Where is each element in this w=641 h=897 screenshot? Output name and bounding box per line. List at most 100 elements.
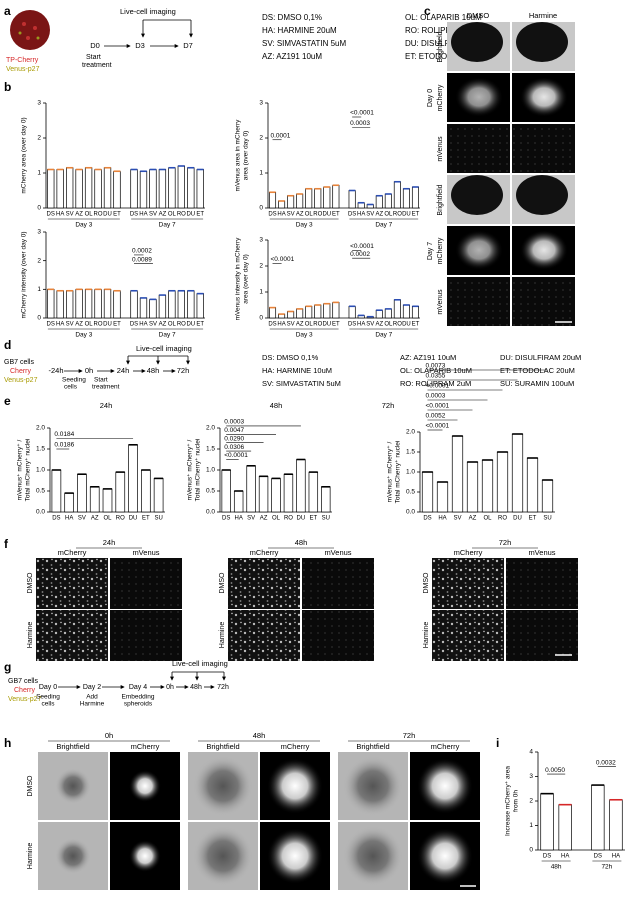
label: mCherry <box>431 742 460 751</box>
x-tick-label: HA <box>65 516 73 522</box>
x-tick-label: DU <box>402 322 411 328</box>
label: 72h <box>403 731 416 740</box>
p-value: 0.0002 <box>350 251 370 258</box>
x-tick-label: OL <box>272 516 281 522</box>
x-tick-label: DS <box>423 516 431 522</box>
chart-title: 24h <box>100 401 113 410</box>
x-tick-label: SU <box>154 516 162 522</box>
chart-title: 48h <box>270 401 283 410</box>
p-value: <0.0001 <box>350 243 374 250</box>
label: Day 0 <box>39 684 57 691</box>
p-value: <0.0001 <box>350 110 374 117</box>
y-tick-label: 2 <box>259 135 263 142</box>
micrograph <box>506 558 578 609</box>
p-value: 0.0186 <box>54 442 74 449</box>
bar <box>411 305 419 319</box>
spheroid <box>516 22 568 62</box>
spheroid <box>451 22 503 62</box>
spheroid <box>267 828 323 884</box>
x-tick-label: RO <box>393 322 402 328</box>
bar <box>287 311 295 319</box>
bar <box>141 469 151 513</box>
label: GB7 cells <box>4 359 34 366</box>
bar <box>540 793 554 851</box>
label: Cherry <box>14 687 36 694</box>
y-tick-label: 1.0 <box>206 467 215 474</box>
label: Day 0 <box>427 89 434 107</box>
x-tick-label: HA <box>277 212 285 218</box>
spheroid <box>129 770 161 802</box>
bar <box>591 784 605 851</box>
x-tick-label: RO <box>177 212 186 218</box>
timeline-arrows <box>58 19 226 689</box>
x-tick-label: SV <box>287 322 295 328</box>
x-tick-label: DS <box>52 516 60 522</box>
label: Brightfield <box>356 742 389 751</box>
x-tick-label: DU <box>186 212 195 218</box>
label: Venus-p27 <box>4 377 38 384</box>
bar <box>233 490 244 513</box>
bar <box>402 304 410 319</box>
p-value: 0.0003 <box>350 120 370 127</box>
x-tick-label: DS <box>47 212 55 218</box>
label: DMSO <box>423 572 430 594</box>
group-label: Day 7 <box>159 332 176 339</box>
bar <box>168 167 176 209</box>
label: Cherry <box>10 368 32 375</box>
legend-item: DU: DISULFIRAM 2uM <box>405 39 488 48</box>
panel-label: f <box>4 537 9 551</box>
x-tick-label: RO <box>313 322 322 328</box>
x-tick-label: DS <box>348 212 356 218</box>
label: Harmine <box>27 622 34 649</box>
label: Harmine <box>219 622 226 649</box>
legend-item: ET: ETODOLAC 20uM <box>500 366 575 375</box>
y-tick-label: 4 <box>529 749 533 756</box>
label: DMSO <box>219 572 226 594</box>
label: treatment <box>92 384 120 391</box>
micrograph <box>512 124 575 173</box>
label: 72h <box>177 366 190 375</box>
y-tick-label: 2.0 <box>406 429 415 436</box>
spheroid <box>55 838 91 874</box>
label: mVenus <box>528 548 555 557</box>
x-tick-label: AZ <box>75 322 83 328</box>
bar <box>451 435 464 513</box>
label: Day 7 <box>427 242 434 260</box>
legend-item: DS: DMSO 0,1% <box>262 353 319 362</box>
x-tick-label: DS <box>268 322 276 328</box>
y-tick-label: 1 <box>259 289 263 296</box>
panel-label: g <box>4 660 11 674</box>
x-tick-label: SV <box>66 212 74 218</box>
p-value: 0.0089 <box>132 256 152 263</box>
x-tick-label: OL <box>384 212 393 218</box>
bar <box>158 169 167 209</box>
y-tick-label: 0.5 <box>206 488 215 495</box>
micrograph <box>512 277 575 326</box>
x-tick-label: ET <box>412 322 420 328</box>
x-tick-label: HA <box>139 212 147 218</box>
legend-item: AZ: AZ191 10uM <box>262 52 322 61</box>
x-tick-label: OL <box>483 516 492 522</box>
x-tick-label: SV <box>287 212 295 218</box>
x-tick-label: HA <box>357 212 365 218</box>
x-tick-label: DS <box>130 212 138 218</box>
y-tick-label: 0.5 <box>406 489 415 496</box>
x-tick-label: DU <box>103 212 112 218</box>
y-axis-label: mVenus intensity in mCherry <box>235 237 242 320</box>
x-tick-label: AZ <box>159 322 167 328</box>
x-tick-label: DU <box>103 322 112 328</box>
x-tick-label: OL <box>85 212 94 218</box>
label: cells <box>64 384 78 391</box>
x-tick-label: HA <box>357 322 365 328</box>
bar <box>466 461 479 513</box>
x-tick-label: DU <box>297 516 306 522</box>
bar <box>384 308 392 319</box>
bar <box>56 169 64 209</box>
bar <box>128 444 138 513</box>
bar <box>187 290 195 319</box>
bar <box>296 459 306 513</box>
spheroid <box>417 828 473 884</box>
p-value: 0.0032 <box>596 759 616 766</box>
label: Add <box>86 694 98 701</box>
bar <box>177 165 186 209</box>
